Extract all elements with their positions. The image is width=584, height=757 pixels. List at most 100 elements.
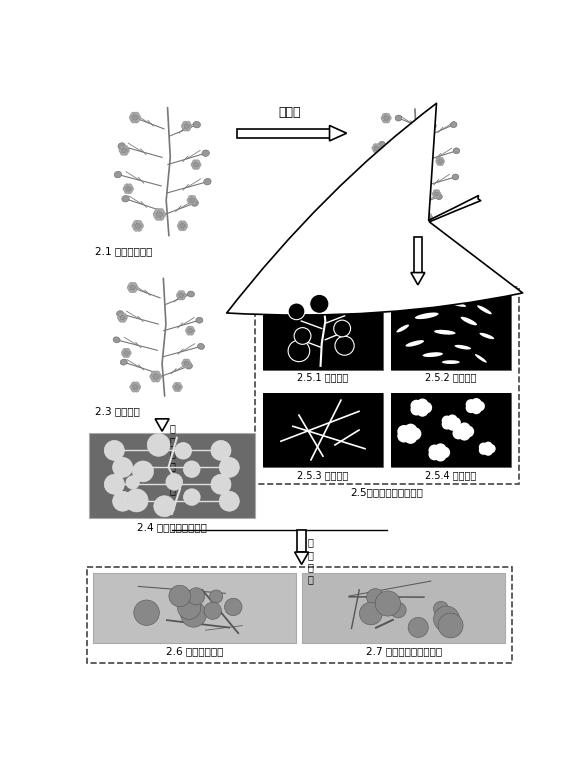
Circle shape <box>189 331 194 335</box>
Circle shape <box>186 329 190 333</box>
Circle shape <box>134 112 140 117</box>
Circle shape <box>192 164 197 170</box>
Ellipse shape <box>113 337 120 343</box>
Circle shape <box>479 446 488 455</box>
Circle shape <box>184 361 189 366</box>
Circle shape <box>465 403 476 413</box>
Circle shape <box>181 221 186 226</box>
Circle shape <box>458 428 471 441</box>
Circle shape <box>428 126 433 130</box>
Circle shape <box>187 198 192 203</box>
Circle shape <box>185 126 190 131</box>
Circle shape <box>428 215 433 220</box>
Circle shape <box>429 444 440 456</box>
Circle shape <box>433 190 437 194</box>
Circle shape <box>404 431 417 444</box>
Circle shape <box>380 181 385 185</box>
Ellipse shape <box>131 114 138 121</box>
Circle shape <box>387 217 392 223</box>
Circle shape <box>315 299 324 309</box>
Circle shape <box>186 361 191 366</box>
Ellipse shape <box>477 305 492 314</box>
Circle shape <box>123 150 128 155</box>
Circle shape <box>105 441 124 460</box>
Circle shape <box>178 291 182 295</box>
Circle shape <box>376 181 380 185</box>
Bar <box>93 573 296 643</box>
Ellipse shape <box>415 313 439 319</box>
Circle shape <box>373 144 378 148</box>
Circle shape <box>128 288 134 293</box>
Ellipse shape <box>117 310 124 316</box>
Circle shape <box>442 419 452 429</box>
Circle shape <box>125 353 130 357</box>
Circle shape <box>420 402 432 413</box>
Circle shape <box>131 112 136 117</box>
Circle shape <box>390 603 406 618</box>
Circle shape <box>381 116 386 120</box>
Circle shape <box>405 204 410 210</box>
Circle shape <box>385 217 390 223</box>
Circle shape <box>427 217 432 222</box>
Circle shape <box>196 162 201 167</box>
Circle shape <box>128 282 134 288</box>
Circle shape <box>432 446 445 459</box>
Circle shape <box>176 382 181 387</box>
Circle shape <box>406 207 412 213</box>
Circle shape <box>439 157 443 161</box>
Circle shape <box>375 591 401 616</box>
Circle shape <box>113 457 133 478</box>
Ellipse shape <box>378 142 385 147</box>
Ellipse shape <box>399 302 419 310</box>
Ellipse shape <box>204 179 211 185</box>
Circle shape <box>133 220 139 226</box>
Circle shape <box>157 212 162 217</box>
Text: 2.5区域划分和区域归组: 2.5区域划分和区域归组 <box>350 488 423 497</box>
Circle shape <box>385 118 390 123</box>
Circle shape <box>408 618 428 637</box>
Circle shape <box>130 285 135 290</box>
Circle shape <box>433 606 460 632</box>
Circle shape <box>185 359 190 363</box>
Circle shape <box>124 148 130 153</box>
Circle shape <box>158 214 164 220</box>
Circle shape <box>377 179 381 183</box>
Bar <box>263 295 383 369</box>
Circle shape <box>135 385 141 390</box>
Circle shape <box>376 148 380 153</box>
Circle shape <box>408 204 413 210</box>
Circle shape <box>379 179 384 183</box>
Circle shape <box>131 117 136 123</box>
Circle shape <box>169 585 190 607</box>
Circle shape <box>388 215 394 220</box>
Circle shape <box>177 223 182 229</box>
Circle shape <box>129 115 135 120</box>
Circle shape <box>436 159 440 164</box>
Circle shape <box>438 613 463 638</box>
Ellipse shape <box>397 325 409 332</box>
Circle shape <box>430 126 435 130</box>
Circle shape <box>178 597 201 619</box>
Circle shape <box>134 117 140 123</box>
Text: 2.5.4 花朵区域: 2.5.4 花朵区域 <box>425 469 477 480</box>
Circle shape <box>133 115 138 120</box>
Circle shape <box>220 457 239 478</box>
Circle shape <box>187 587 205 605</box>
Ellipse shape <box>454 345 471 350</box>
Circle shape <box>340 341 349 350</box>
Circle shape <box>427 123 432 128</box>
Circle shape <box>151 371 157 377</box>
Circle shape <box>119 317 124 322</box>
Circle shape <box>123 315 127 320</box>
Circle shape <box>445 417 457 428</box>
Circle shape <box>386 116 391 120</box>
Circle shape <box>191 200 196 205</box>
Ellipse shape <box>475 354 487 363</box>
Ellipse shape <box>450 122 457 128</box>
Circle shape <box>181 226 186 231</box>
Circle shape <box>187 326 192 331</box>
Circle shape <box>423 215 428 220</box>
Circle shape <box>187 331 192 335</box>
Bar <box>263 295 383 369</box>
Circle shape <box>183 359 187 363</box>
